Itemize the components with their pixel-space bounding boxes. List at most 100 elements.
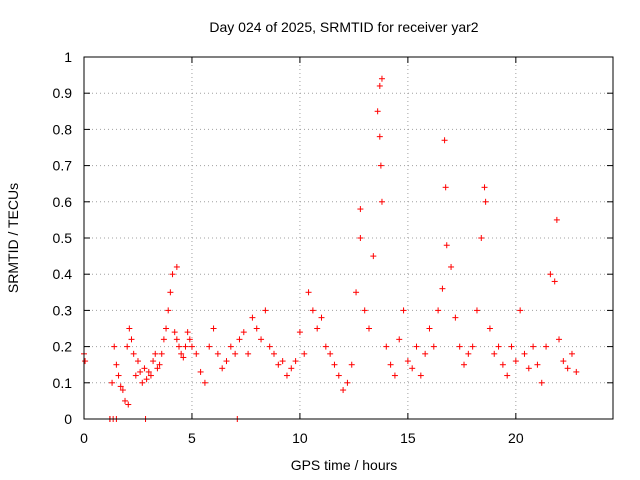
data-point xyxy=(344,379,351,386)
grid xyxy=(84,57,613,419)
data-point xyxy=(322,343,329,350)
y-tick-labels: 0 0.1 0.2 0.3 0.4 0.5 0.6 0.7 0.8 0.9 1 xyxy=(53,49,73,427)
data-point xyxy=(156,361,163,368)
data-point xyxy=(564,365,571,372)
data-point xyxy=(534,361,541,368)
data-point xyxy=(128,336,135,343)
data-point xyxy=(465,350,472,357)
data-point xyxy=(132,372,139,379)
data-point xyxy=(245,350,252,357)
data-point xyxy=(521,350,528,357)
data-point xyxy=(111,343,118,350)
data-point xyxy=(376,82,383,89)
data-point xyxy=(439,285,446,292)
data-point xyxy=(508,343,515,350)
data-point xyxy=(404,358,411,365)
x-tick-labels: 0 5 10 15 20 xyxy=(80,430,524,446)
data-point xyxy=(314,325,321,332)
data-point xyxy=(137,368,144,375)
data-point xyxy=(210,325,217,332)
y-tick-label: 1 xyxy=(64,49,72,65)
data-point xyxy=(378,75,385,82)
data-point xyxy=(115,372,122,379)
y-tick-label: 0.4 xyxy=(53,266,73,282)
data-point xyxy=(169,271,176,278)
data-point xyxy=(288,365,295,372)
data-point xyxy=(266,343,273,350)
data-point xyxy=(525,365,532,372)
data-point xyxy=(383,343,390,350)
data-point xyxy=(556,336,563,343)
data-point xyxy=(305,289,312,296)
data-point xyxy=(422,350,429,357)
data-point xyxy=(456,343,463,350)
data-point xyxy=(560,358,567,365)
data-point xyxy=(165,307,172,314)
data-point xyxy=(486,325,493,332)
data-point xyxy=(309,307,316,314)
y-tick-label: 0.7 xyxy=(53,158,73,174)
y-tick-label: 0 xyxy=(64,411,72,427)
data-point xyxy=(296,329,303,336)
data-point xyxy=(152,350,159,357)
data-point xyxy=(125,401,132,408)
data-point xyxy=(357,206,364,213)
data-point xyxy=(253,325,260,332)
data-point xyxy=(517,307,524,314)
data-point xyxy=(482,198,489,205)
data-point xyxy=(283,372,290,379)
data-point xyxy=(180,354,187,361)
data-point xyxy=(124,343,131,350)
data-point xyxy=(141,365,148,372)
y-tick-label: 0.1 xyxy=(53,375,73,391)
data-point xyxy=(366,325,373,332)
data-point xyxy=(443,242,450,249)
data-point xyxy=(219,365,226,372)
data-point xyxy=(553,216,560,223)
data-point xyxy=(469,343,476,350)
y-tick-label: 0.5 xyxy=(53,230,73,246)
data-point xyxy=(491,350,498,357)
data-point xyxy=(301,350,308,357)
data-point xyxy=(495,343,502,350)
data-point xyxy=(182,343,189,350)
data-point xyxy=(145,368,152,375)
data-point xyxy=(335,372,342,379)
data-point xyxy=(441,137,448,144)
data-point xyxy=(435,307,442,314)
data-point xyxy=(331,361,338,368)
chart-title: Day 024 of 2025, SRMTID for receiver yar… xyxy=(209,19,478,35)
data-point xyxy=(176,343,183,350)
data-point xyxy=(186,336,193,343)
data-point xyxy=(236,336,243,343)
data-point xyxy=(126,325,133,332)
data-point xyxy=(400,307,407,314)
data-point xyxy=(481,184,488,191)
data-point xyxy=(119,387,126,394)
data-point xyxy=(130,350,137,357)
data-point xyxy=(150,358,157,365)
data-point xyxy=(478,235,485,241)
data-point xyxy=(271,350,278,357)
y-tick-label: 0.8 xyxy=(53,121,73,137)
data-point xyxy=(227,343,234,350)
data-point xyxy=(232,350,239,357)
y-tick-label: 0.2 xyxy=(53,339,73,355)
data-point xyxy=(201,379,208,386)
data-point xyxy=(173,263,180,270)
data-point xyxy=(327,350,334,357)
data-point xyxy=(197,368,204,375)
data-point xyxy=(448,263,455,270)
data-points xyxy=(81,75,580,422)
data-point xyxy=(178,350,185,357)
x-axis-title: GPS time / hours xyxy=(291,457,398,473)
data-point xyxy=(391,372,398,379)
y-axis-title: SRMTID / TECUs xyxy=(5,183,21,293)
data-point xyxy=(109,379,116,386)
data-point xyxy=(547,271,554,278)
data-point xyxy=(499,361,506,368)
data-point xyxy=(154,365,161,372)
data-point xyxy=(184,329,191,336)
data-point xyxy=(340,387,347,394)
